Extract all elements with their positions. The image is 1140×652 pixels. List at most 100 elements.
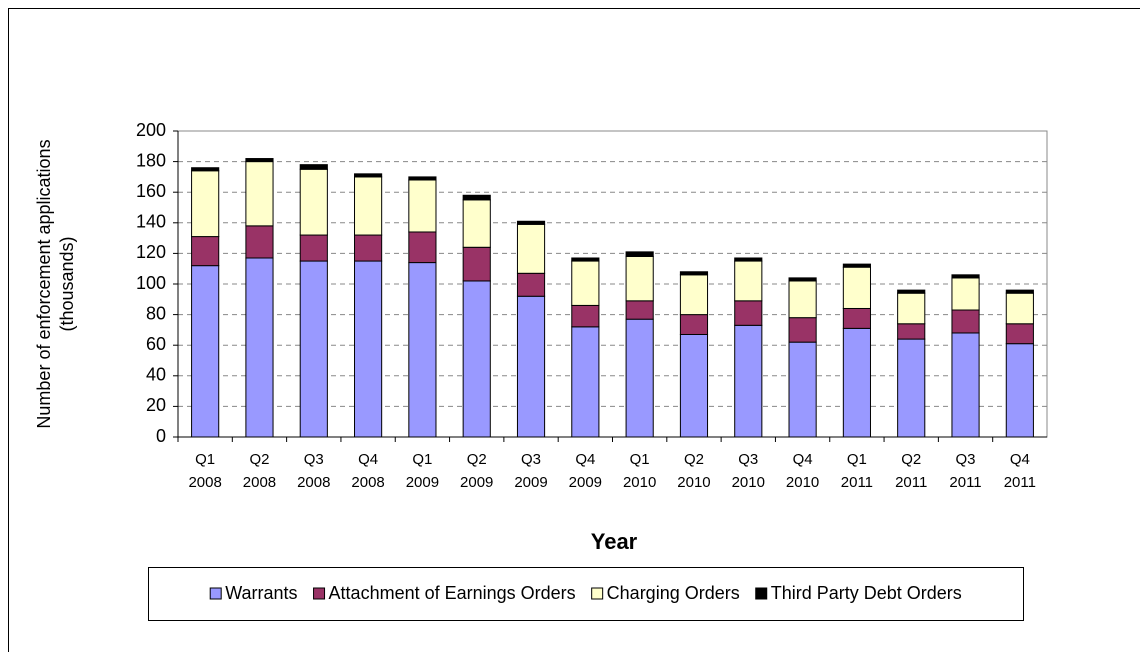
legend-label: Attachment of Earnings Orders (329, 583, 576, 603)
x-tick-label: Q3 2011 (949, 451, 982, 491)
bar-segment (951, 309, 980, 334)
bar-segment (1005, 343, 1034, 438)
bar-segment (897, 289, 926, 294)
x-tick-label: Q4 2010 (785, 451, 820, 491)
legend-label: Charging Orders (607, 583, 740, 603)
bar-segment (408, 262, 437, 438)
y-tick-label: 140 (136, 212, 166, 232)
bar-segment (245, 158, 274, 163)
bar-segment (625, 255, 654, 302)
x-tick-label: Q1 2009 (405, 451, 440, 491)
x-tick-label: Q1 2010 (622, 451, 657, 491)
x-tick-label: Q2 2010 (677, 451, 711, 491)
bar-segment (571, 326, 600, 438)
bar-segment (462, 246, 491, 282)
bar-segment (625, 300, 654, 320)
bar-segment (299, 260, 328, 438)
bar-segment (842, 263, 871, 268)
bar-segment (679, 314, 709, 335)
bar-segment (516, 295, 546, 438)
bar-segment (299, 168, 328, 236)
legend-label: Warrants (225, 583, 297, 603)
bar-segment (1005, 323, 1034, 345)
bar-segment (679, 271, 709, 276)
legend-label: Third Party Debt Orders (771, 583, 962, 603)
bar-segment (354, 173, 383, 178)
bar-segment (951, 274, 980, 279)
bar-segment (408, 176, 437, 181)
bar-segment (408, 231, 437, 264)
x-tick-label: Q1 2008 (188, 451, 222, 491)
bar-segment (571, 260, 600, 306)
x-tick-label: Q2 2011 (895, 451, 928, 491)
bar-segment (734, 300, 763, 326)
legend-swatch (591, 587, 604, 600)
bar-segment (734, 257, 763, 262)
legend-swatch (313, 587, 326, 600)
bar-segment (842, 307, 871, 329)
bar-segment (625, 318, 654, 438)
bar-segment (842, 266, 871, 309)
y-axis-title: (thousands) (57, 236, 77, 331)
bar-segment (245, 225, 274, 259)
bar-segment (571, 304, 600, 328)
x-tick-label: Q4 2008 (351, 451, 385, 491)
bar-segment (245, 161, 274, 227)
bar-segment (734, 260, 763, 302)
bar-segment (897, 338, 926, 438)
bar-segment (571, 257, 600, 262)
y-tick-label: 80 (146, 303, 166, 323)
bar-segment (951, 332, 980, 438)
bar-segment (462, 280, 491, 438)
y-axis-title: Number of enforcement applications (34, 139, 54, 428)
x-tick-label: Q2 2008 (242, 451, 277, 491)
bar-segment (788, 341, 817, 438)
bar-segment (788, 277, 817, 282)
legend-swatch (755, 587, 768, 600)
x-tick-label: Q1 2011 (840, 451, 874, 491)
chart-border (8, 8, 1140, 652)
y-tick-label: 180 (136, 150, 166, 170)
bar-segment (191, 236, 220, 267)
y-tick-label: 160 (136, 181, 166, 201)
bar-segment (354, 176, 383, 236)
bar-segment (299, 164, 328, 170)
bar-segment (679, 274, 709, 316)
bar-segment (191, 265, 220, 438)
legend-box (148, 567, 1024, 621)
bar-segment (788, 317, 817, 343)
bar-segment (191, 167, 220, 172)
bar-segment (951, 277, 980, 311)
bar-segment (516, 272, 546, 297)
y-tick-label: 120 (136, 242, 166, 262)
x-axis-title: Year (591, 529, 638, 554)
bar-segment (462, 199, 491, 248)
bar-segment (1005, 289, 1034, 294)
x-tick-label: Q3 2008 (297, 451, 331, 491)
bar-segment (897, 292, 926, 325)
bar-segment (354, 234, 383, 262)
x-tick-label: Q3 2010 (731, 451, 765, 491)
bar-segment (679, 333, 709, 438)
x-tick-label: Q4 2009 (568, 451, 603, 491)
bar-segment (625, 251, 654, 257)
bar-segment (897, 323, 926, 340)
bar-segment (191, 170, 220, 238)
bar-segment (1005, 292, 1034, 325)
y-tick-label: 200 (136, 120, 166, 140)
bar-segment (734, 324, 763, 438)
x-tick-label: Q4 2011 (1003, 451, 1036, 491)
x-tick-label: Q2 2009 (460, 451, 494, 491)
bar-segment (516, 223, 546, 274)
bar-segment (462, 194, 491, 201)
bar-segment (354, 260, 383, 438)
bar-segment (408, 179, 437, 233)
legend-swatch (209, 587, 222, 600)
bar-segment (788, 280, 817, 319)
bar-segment (842, 327, 871, 438)
bar-segment (245, 257, 274, 438)
bar-segment (516, 220, 546, 225)
y-tick-label: 40 (146, 365, 166, 385)
